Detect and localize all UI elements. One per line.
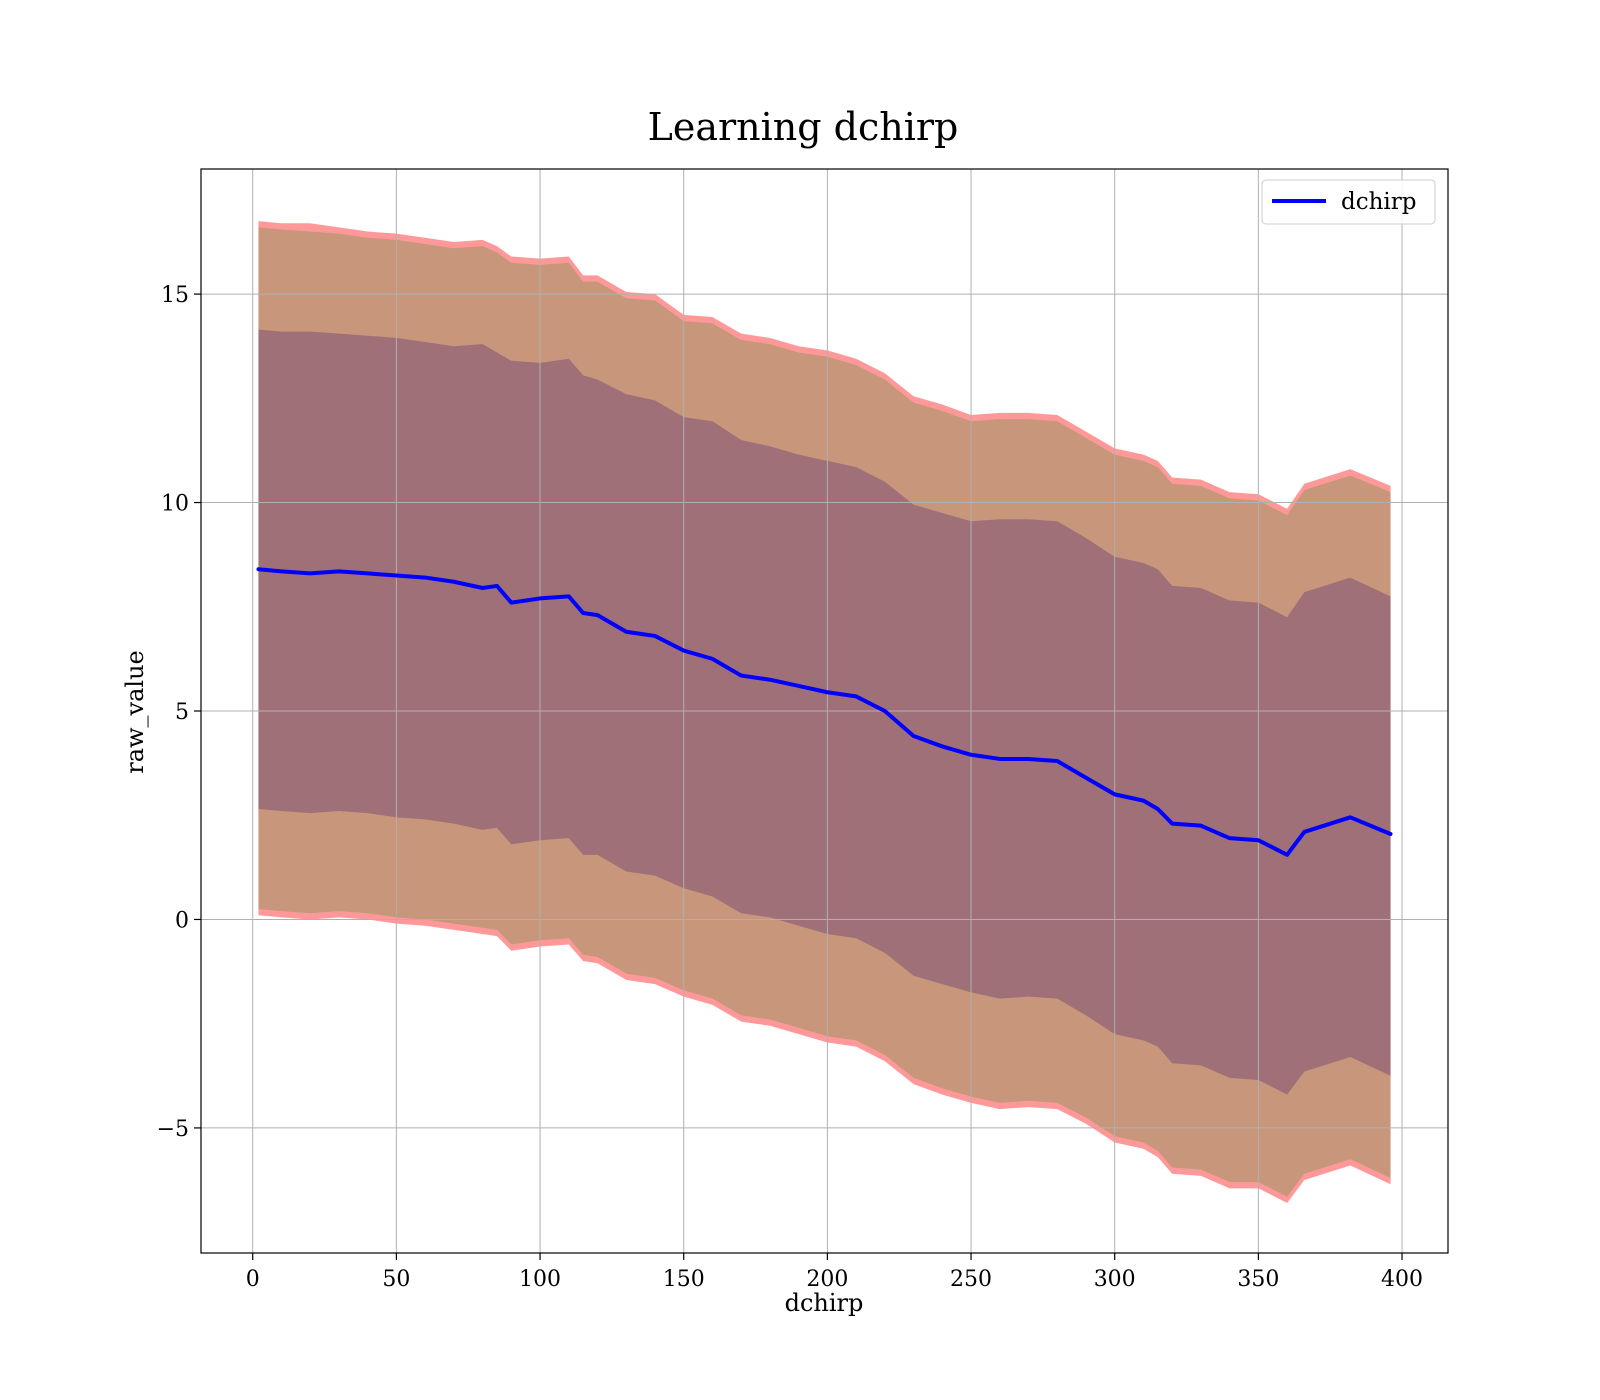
x-tick-label: 250 — [950, 1267, 992, 1292]
band-inner — [258, 329, 1391, 1095]
y-tick-label: 0 — [175, 908, 189, 933]
x-tick-label: 200 — [806, 1267, 848, 1292]
x-tick-label: 350 — [1237, 1267, 1279, 1292]
x-tick-label: 400 — [1381, 1267, 1423, 1292]
chart-title: Learning dchirp — [648, 105, 959, 149]
x-tick-label: 50 — [382, 1267, 410, 1292]
y-tick-label: 10 — [161, 492, 189, 517]
x-tick-label: 150 — [663, 1267, 705, 1292]
bands-layer — [258, 221, 1391, 1203]
y-tick-label: 5 — [175, 700, 189, 725]
ticks-layer: 0 50 100 150 200 250 300 350 400 −5 0 5 10 15 — [157, 283, 1423, 1292]
y-tick-label: 15 — [161, 283, 189, 308]
legend: dchirp — [1261, 179, 1436, 225]
legend-box — [1261, 179, 1436, 225]
grid-layer — [201, 169, 1448, 1253]
x-tick-label: 300 — [1094, 1267, 1136, 1292]
x-tick-label: 100 — [519, 1267, 561, 1292]
x-axis-label: dchirp — [785, 1289, 864, 1317]
series-line-dchirp — [256, 567, 1393, 857]
x-tick-label: 0 — [246, 1267, 260, 1292]
line-layer — [256, 567, 1393, 857]
y-axis-label: raw_value — [121, 650, 149, 774]
y-tick-label: −5 — [157, 1117, 189, 1142]
legend-label: dchirp — [1341, 189, 1417, 215]
